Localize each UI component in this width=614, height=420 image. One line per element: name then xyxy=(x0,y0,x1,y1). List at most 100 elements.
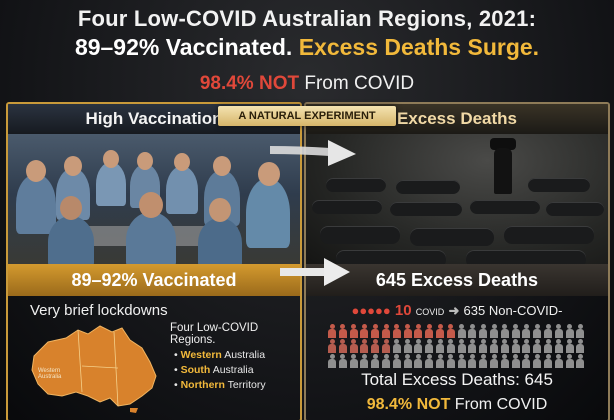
person-icon xyxy=(382,324,390,338)
percent-not-covid: 98.4% NOT From COVID xyxy=(306,396,608,414)
person-icon xyxy=(403,354,412,368)
person-icon xyxy=(414,324,423,338)
person-icon xyxy=(511,324,520,338)
person-icon xyxy=(328,339,336,353)
person-icon xyxy=(425,354,434,368)
person-icon xyxy=(500,339,509,353)
person-icon xyxy=(490,354,498,368)
person-icon xyxy=(457,339,466,353)
person-icon xyxy=(382,339,390,353)
covid-vs-noncovid-row: ●●●●● 10 COVID ➜ 635 Non-COVID- xyxy=(306,302,608,319)
person-icon xyxy=(403,339,412,353)
natural-experiment-label: A NATURAL EXPERIMENT xyxy=(218,106,396,126)
person-icon xyxy=(511,354,520,368)
region-item: • Northern Territory xyxy=(174,379,266,391)
person-icon xyxy=(328,324,336,338)
from-covid-text: From COVID xyxy=(454,396,548,413)
person-icon xyxy=(457,354,466,368)
title-line-2: 89–92% Vaccinated. Excess Deaths Surge. xyxy=(0,34,614,61)
right-arrow-icon: ➜ xyxy=(448,303,460,318)
title-excess-deaths: Excess Deaths Surge. xyxy=(298,34,540,60)
regions-title: Four Low-COVID Regions. xyxy=(170,322,259,346)
person-icon xyxy=(522,339,531,353)
person-icon xyxy=(360,354,369,368)
person-icon xyxy=(349,339,358,353)
person-icon xyxy=(414,339,423,353)
person-icon xyxy=(479,339,488,353)
person-icon xyxy=(544,339,552,353)
person-icon xyxy=(457,324,466,338)
vaccination-scene-illustration xyxy=(8,134,300,268)
person-icon xyxy=(392,354,401,368)
region-item: • South Australia xyxy=(174,364,254,376)
person-icon xyxy=(436,324,444,338)
person-icon xyxy=(338,339,347,353)
person-icon xyxy=(468,354,477,368)
person-icon xyxy=(371,339,380,353)
person-icon xyxy=(392,324,401,338)
australia-map: Western Australia xyxy=(26,322,166,414)
person-icon xyxy=(328,354,336,368)
person-icon xyxy=(392,339,401,353)
title-line-3: 98.4% NOT From COVID xyxy=(0,73,614,95)
person-icon xyxy=(425,324,434,338)
person-icon xyxy=(522,354,531,368)
title-line-1: Four Low-COVID Australian Regions, 2021: xyxy=(77,6,537,31)
person-icon xyxy=(565,354,574,368)
australia-map-icon xyxy=(31,325,157,413)
person-icon xyxy=(425,339,434,353)
title-from-covid: From COVID xyxy=(304,73,415,94)
excess-deaths-banner: 645 Excess Deaths xyxy=(306,264,608,296)
person-icon xyxy=(544,354,552,368)
person-icon xyxy=(511,339,520,353)
person-icon xyxy=(565,339,574,353)
person-icon xyxy=(436,354,444,368)
person-icon xyxy=(522,324,531,338)
body-bags-scene-illustration xyxy=(306,134,608,268)
person-icon xyxy=(533,339,542,353)
person-icon xyxy=(554,339,563,353)
covid-label: COVID xyxy=(415,307,445,317)
person-icon xyxy=(576,339,585,353)
person-icon xyxy=(490,324,498,338)
map-label-australia: Australia xyxy=(38,374,62,380)
person-icon xyxy=(382,354,390,368)
person-icon xyxy=(500,354,509,368)
region-item: • Western Australia xyxy=(174,349,266,361)
person-icon xyxy=(576,324,585,338)
person-icon xyxy=(544,324,552,338)
total-value: 645 xyxy=(524,370,553,389)
lockdowns-label: Very brief lockdowns xyxy=(30,302,168,319)
title-vaccinated: 89–92% Vaccinated. xyxy=(74,34,293,60)
person-icon xyxy=(360,339,369,353)
person-icon xyxy=(533,354,542,368)
people-pictogram xyxy=(328,324,586,368)
person-icon xyxy=(565,324,574,338)
person-icon xyxy=(446,324,455,338)
person-icon xyxy=(490,339,498,353)
title-percent-not: 98.4% NOT xyxy=(199,73,300,94)
covid-people-icon: ●●●●● xyxy=(351,303,391,318)
percent-not-text: 98.4% NOT xyxy=(366,396,451,413)
person-icon xyxy=(371,324,380,338)
map-label-western: Western xyxy=(38,368,61,374)
person-icon xyxy=(576,354,585,368)
person-icon xyxy=(338,354,347,368)
vaccinated-banner: 89–92% Vaccinated xyxy=(8,264,300,296)
person-icon xyxy=(360,324,369,338)
person-icon xyxy=(436,339,444,353)
total-excess-deaths: Total Excess Deaths: 645 xyxy=(306,370,608,390)
person-icon xyxy=(479,354,488,368)
excess-deaths-panel: Excess Deaths 645 Excess Deaths ●●●●● 10… xyxy=(304,102,610,420)
excess-deaths-number: 645 xyxy=(375,270,406,290)
person-icon xyxy=(403,324,412,338)
noncovid-label: 635 Non-COVID- xyxy=(463,303,563,318)
person-icon xyxy=(371,354,380,368)
covid-count: 10 xyxy=(394,302,412,319)
person-icon xyxy=(468,339,477,353)
person-icon xyxy=(338,324,347,338)
person-icon xyxy=(446,339,455,353)
person-icon xyxy=(500,324,509,338)
person-icon xyxy=(533,324,542,338)
